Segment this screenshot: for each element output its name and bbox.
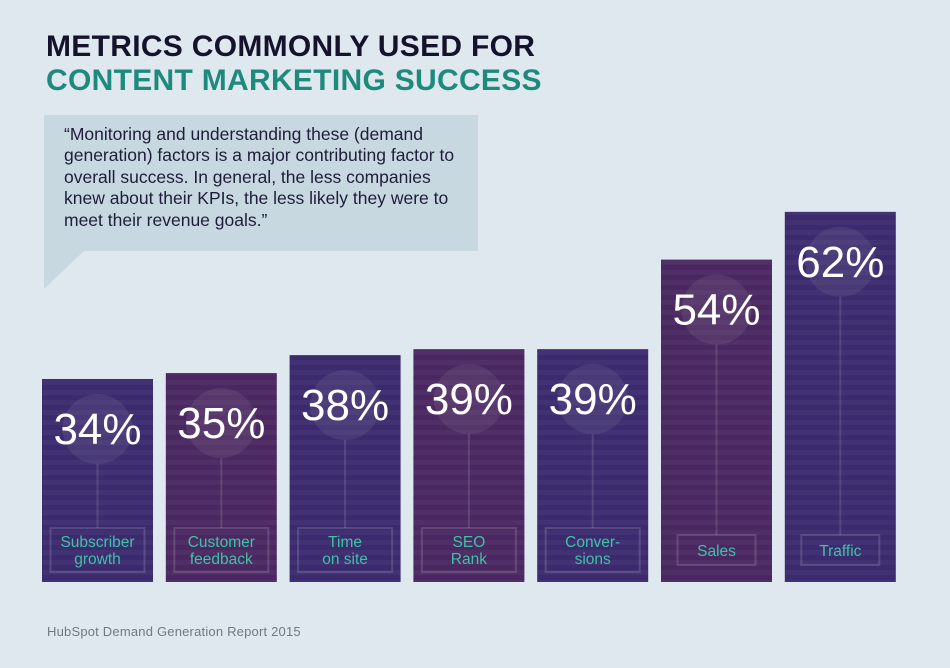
bar-texture: [165, 373, 277, 582]
bar-category-label: growth: [74, 551, 121, 568]
bar-value-label: 39%: [425, 375, 513, 424]
bar-value-circle: [805, 226, 876, 297]
bar-category-label: Conver-: [565, 534, 620, 551]
bar-category-label: feedback: [190, 551, 253, 568]
bar-group: 39% Conver-sions: [537, 349, 649, 582]
bar-category-label: Rank: [451, 551, 487, 568]
bar-value-label: 54%: [672, 286, 760, 335]
bar-value-label: 38%: [301, 381, 389, 430]
bar-group: 54% Sales: [661, 259, 772, 582]
bar-texture: [289, 355, 401, 582]
bar-texture: [661, 259, 772, 582]
bar-texture: [413, 349, 525, 582]
bar-label-box: [676, 534, 757, 566]
bar-value-circle: [186, 388, 257, 459]
bar-category-label: Time: [328, 534, 362, 551]
bar-category-label: sions: [575, 551, 611, 568]
bar-label-box: [420, 527, 517, 573]
bar-category-label: Sales: [697, 543, 736, 560]
quote-tail: [44, 251, 84, 289]
bar-label-box: [800, 534, 881, 566]
bar-value-circle: [310, 370, 381, 441]
bar-category-label: Customer: [188, 534, 255, 551]
bar-category-label: on site: [322, 551, 368, 568]
quote-box: [44, 115, 478, 251]
bar-value-label: 39%: [549, 375, 637, 424]
quote-text: “Monitoring and understanding these (dem…: [64, 124, 455, 230]
bar-label-box: [297, 527, 394, 573]
bar-group: 62% Traffic: [784, 211, 896, 583]
bar-texture: [537, 349, 649, 582]
source-note: HubSpot Demand Generation Report 2015: [47, 624, 301, 639]
bar-texture: [42, 379, 153, 582]
title-line-2: CONTENT MARKETING SUCCESS: [46, 64, 542, 97]
title-line-1: METRICS COMMONLY USED FOR: [46, 30, 536, 63]
bar-category-label: Traffic: [819, 543, 861, 560]
bar-texture: [784, 211, 896, 583]
bar-label-box: [49, 527, 146, 573]
bar-value-label: 35%: [177, 399, 265, 448]
bar-value-circle: [62, 394, 133, 465]
bar-label-box: [173, 527, 270, 573]
bar-value-label: 34%: [53, 405, 141, 454]
bar-value-label: 62%: [796, 238, 884, 287]
bar-value-circle: [681, 274, 752, 345]
bar-category-label: Subscriber: [60, 534, 134, 551]
bar-value-circle: [557, 364, 628, 435]
bar-label-box: [544, 527, 641, 573]
bar-value-circle: [433, 364, 504, 435]
bar-category-label: SEO: [453, 534, 486, 551]
